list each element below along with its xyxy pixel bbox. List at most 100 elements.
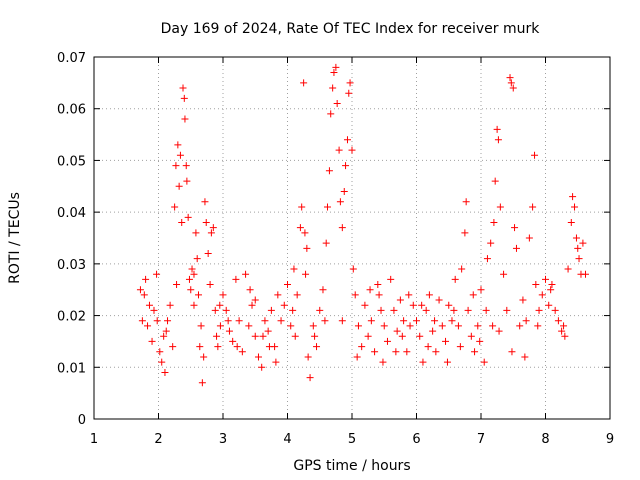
- data-point: [494, 136, 502, 144]
- data-point: [323, 203, 331, 211]
- data-point: [319, 286, 327, 294]
- data-point: [298, 203, 306, 211]
- y-tick-label: 0: [78, 413, 86, 428]
- data-point: [448, 317, 456, 325]
- data-point: [160, 332, 168, 340]
- data-point: [534, 322, 542, 330]
- data-point: [413, 317, 420, 325]
- data-point: [182, 162, 190, 170]
- data-point: [538, 291, 546, 299]
- data-point: [358, 343, 366, 351]
- data-point: [409, 301, 417, 309]
- data-point: [529, 203, 537, 211]
- data-point: [219, 291, 227, 299]
- data-point: [435, 296, 443, 304]
- data-point: [229, 337, 237, 345]
- data-points: [136, 63, 589, 387]
- data-point: [174, 141, 182, 149]
- data-point: [259, 332, 267, 340]
- data-point: [311, 332, 319, 340]
- data-point: [431, 317, 439, 325]
- data-point: [366, 286, 374, 294]
- data-point: [522, 317, 530, 325]
- data-point: [374, 281, 382, 289]
- data-point: [400, 317, 408, 325]
- x-tick-label: 6: [412, 432, 420, 447]
- data-point: [354, 322, 362, 330]
- data-point: [480, 358, 488, 366]
- data-point: [351, 291, 359, 299]
- data-point: [419, 358, 427, 366]
- data-point: [153, 270, 161, 278]
- data-point: [216, 322, 224, 330]
- data-point: [172, 162, 180, 170]
- data-point: [512, 244, 520, 252]
- data-point: [190, 270, 198, 278]
- data-point: [161, 368, 169, 376]
- data-point: [197, 322, 205, 330]
- chart-title: Day 169 of 2024, Rate Of TEC Index for r…: [161, 21, 541, 37]
- data-point: [224, 317, 232, 325]
- data-point: [346, 79, 354, 87]
- data-point: [322, 239, 330, 247]
- data-point: [261, 317, 269, 325]
- x-tick-label: 8: [541, 432, 549, 447]
- data-point: [335, 146, 343, 154]
- data-point: [390, 306, 398, 314]
- data-point: [302, 270, 310, 278]
- data-point: [432, 348, 440, 356]
- data-point: [145, 301, 153, 309]
- data-point: [245, 322, 253, 330]
- data-point: [349, 265, 357, 273]
- data-point: [150, 306, 158, 314]
- data-point: [242, 270, 250, 278]
- data-point: [574, 244, 582, 252]
- x-tick-label: 9: [606, 432, 614, 447]
- y-tick-label: 0.03: [57, 258, 86, 273]
- data-point: [367, 317, 375, 325]
- x-tick-label: 2: [154, 432, 162, 447]
- data-point: [184, 213, 192, 221]
- data-point: [422, 306, 430, 314]
- data-point: [443, 358, 451, 366]
- data-point: [214, 343, 222, 351]
- data-point: [406, 322, 414, 330]
- data-point: [201, 198, 209, 206]
- data-point: [532, 281, 540, 289]
- data-point: [454, 322, 462, 330]
- data-point: [336, 198, 344, 206]
- data-point: [490, 218, 498, 226]
- data-point: [535, 306, 543, 314]
- data-point: [309, 322, 317, 330]
- data-point: [464, 306, 472, 314]
- data-point: [364, 332, 372, 340]
- data-point: [327, 110, 335, 118]
- data-point: [198, 379, 206, 387]
- data-point: [142, 275, 150, 283]
- data-point: [458, 265, 466, 273]
- data-point: [572, 234, 580, 242]
- data-point: [185, 275, 193, 283]
- data-point: [194, 291, 202, 299]
- data-point: [144, 322, 152, 330]
- data-point: [207, 229, 215, 237]
- data-point: [225, 327, 233, 335]
- data-point: [251, 332, 259, 340]
- data-point: [254, 353, 262, 361]
- data-point: [301, 229, 309, 237]
- data-point: [303, 244, 311, 252]
- data-point: [456, 343, 464, 351]
- data-point: [353, 353, 361, 361]
- data-point: [213, 332, 221, 340]
- data-point: [379, 358, 387, 366]
- data-point: [507, 79, 515, 87]
- data-point: [571, 203, 579, 211]
- data-point: [291, 332, 299, 340]
- data-point: [251, 296, 259, 304]
- data-point: [248, 301, 256, 309]
- data-point: [173, 281, 181, 289]
- data-point: [316, 306, 324, 314]
- data-point: [377, 306, 385, 314]
- data-point: [531, 151, 539, 159]
- data-point: [345, 89, 353, 97]
